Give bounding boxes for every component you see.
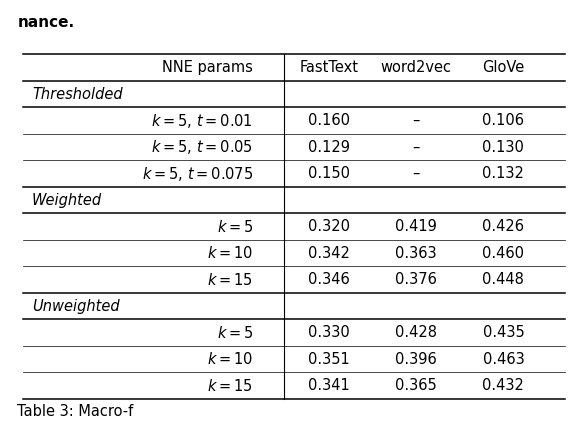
Text: 0.376: 0.376 xyxy=(395,272,437,287)
Text: FastText: FastText xyxy=(299,60,359,75)
Text: 0.463: 0.463 xyxy=(482,352,524,367)
Text: 0.130: 0.130 xyxy=(482,140,524,155)
Text: word2vec: word2vec xyxy=(381,60,452,75)
Text: 0.160: 0.160 xyxy=(308,113,350,128)
Text: 0.435: 0.435 xyxy=(482,325,524,340)
Text: –: – xyxy=(413,140,420,155)
Text: Thresholded: Thresholded xyxy=(32,87,123,102)
Text: 0.396: 0.396 xyxy=(395,352,437,367)
Text: $k=$10: $k=$10 xyxy=(207,245,253,261)
Text: Unweighted: Unweighted xyxy=(32,299,120,314)
Text: $k=$15: $k=$15 xyxy=(207,378,253,394)
Text: $k=$10: $k=$10 xyxy=(207,351,253,367)
Text: 0.106: 0.106 xyxy=(482,113,524,128)
Text: 0.365: 0.365 xyxy=(395,378,437,393)
Text: $k=$5, $t=$0.075: $k=$5, $t=$0.075 xyxy=(142,165,253,183)
Text: –: – xyxy=(413,113,420,128)
Text: 0.460: 0.460 xyxy=(482,246,524,261)
Text: 0.428: 0.428 xyxy=(395,325,437,340)
Text: NNE params: NNE params xyxy=(162,60,253,75)
Text: 0.448: 0.448 xyxy=(482,272,524,287)
Text: 0.129: 0.129 xyxy=(308,140,350,155)
Text: 0.432: 0.432 xyxy=(482,378,524,393)
Text: 0.426: 0.426 xyxy=(482,219,524,234)
Text: $k=$15: $k=$15 xyxy=(207,272,253,288)
Text: –: – xyxy=(413,166,420,181)
Text: 0.132: 0.132 xyxy=(482,166,524,181)
Text: GloVe: GloVe xyxy=(482,60,524,75)
Text: 0.342: 0.342 xyxy=(308,246,350,261)
Text: $k=$5, $t=$0.05: $k=$5, $t=$0.05 xyxy=(151,138,253,156)
Text: 0.150: 0.150 xyxy=(308,166,350,181)
Text: 0.351: 0.351 xyxy=(308,352,350,367)
Text: Weighted: Weighted xyxy=(32,193,102,208)
Text: 0.330: 0.330 xyxy=(308,325,350,340)
Text: nance.: nance. xyxy=(17,15,74,30)
Text: $k=$5, $t=$0.01: $k=$5, $t=$0.01 xyxy=(151,112,253,130)
Text: $k=$5: $k=$5 xyxy=(217,325,253,341)
Text: 0.320: 0.320 xyxy=(308,219,350,234)
Text: $k=$5: $k=$5 xyxy=(217,219,253,235)
Text: 0.363: 0.363 xyxy=(395,246,437,261)
Text: Table 3: Macro-f: Table 3: Macro-f xyxy=(17,404,134,419)
Text: 0.419: 0.419 xyxy=(395,219,437,234)
Text: 0.341: 0.341 xyxy=(308,378,350,393)
Text: 0.346: 0.346 xyxy=(308,272,350,287)
